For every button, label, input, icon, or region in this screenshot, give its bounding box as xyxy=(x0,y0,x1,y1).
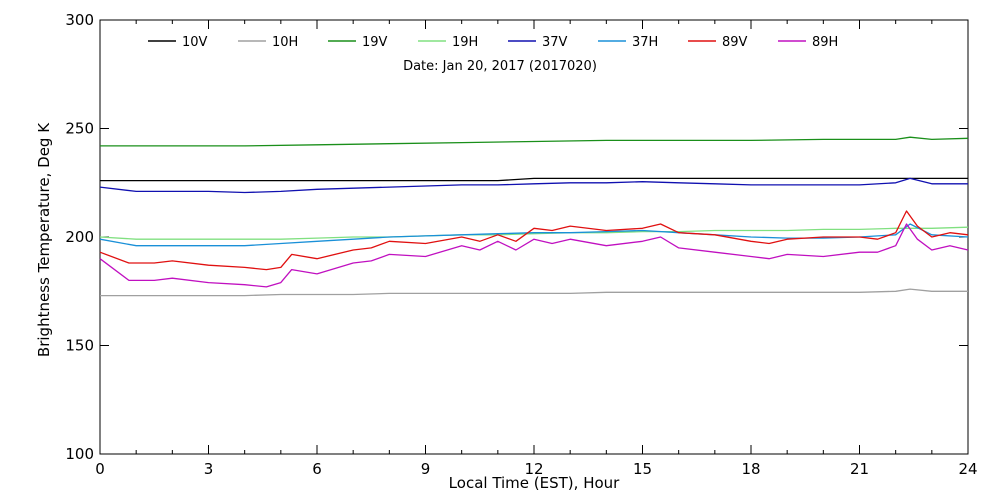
legend-label-19h: 19H xyxy=(452,35,478,50)
x-tick-label: 9 xyxy=(421,460,431,478)
legend-label-89h: 89H xyxy=(812,35,838,50)
legend-label-89v: 89V xyxy=(722,35,748,50)
legend-label-10h: 10H xyxy=(272,35,298,50)
x-tick-label: 3 xyxy=(204,460,214,478)
date-annotation: Date: Jan 20, 2017 (2017020) xyxy=(403,59,597,74)
y-axis-title: Brightness Temperature, Deg K xyxy=(35,122,53,357)
x-tick-label: 12 xyxy=(524,460,543,478)
series-line-19v xyxy=(100,136,969,147)
x-axis-title: Local Time (EST), Hour xyxy=(449,474,620,492)
legend-label-37v: 37V xyxy=(542,35,568,50)
series-line-10h xyxy=(100,288,968,297)
y-axis-ticks: 100 150 200 250 300 xyxy=(65,11,968,463)
y-tick-label: 200 xyxy=(65,228,94,246)
x-tick-label: 6 xyxy=(312,460,322,478)
series-line-10v xyxy=(100,177,968,182)
x-tick-label: 0 xyxy=(95,460,105,478)
y-tick-label: 250 xyxy=(65,120,94,138)
y-tick-label: 300 xyxy=(65,11,94,29)
series-line-89v xyxy=(99,210,969,271)
series-line-19h xyxy=(99,226,969,240)
legend-label-10v: 10V xyxy=(182,35,208,50)
x-tick-label: 21 xyxy=(850,460,869,478)
y-tick-label: 100 xyxy=(65,445,94,463)
legend-label-37h: 37H xyxy=(632,35,658,50)
legend-label-19v: 19V xyxy=(362,35,388,50)
legend: 10V 10H 19V 19H 37V 37H 89V 89H xyxy=(148,35,838,50)
y-tick-label: 150 xyxy=(65,337,94,355)
series-line-37h xyxy=(99,223,969,247)
x-tick-label: 15 xyxy=(633,460,652,478)
x-tick-label: 24 xyxy=(958,460,977,478)
series-lines xyxy=(99,136,969,297)
x-tick-label: 18 xyxy=(741,460,760,478)
series-line-89h xyxy=(99,223,969,288)
x-axis-ticks: 0 3 6 9 12 15 18 21 24 xyxy=(95,20,978,478)
series-line-37v xyxy=(99,177,968,194)
